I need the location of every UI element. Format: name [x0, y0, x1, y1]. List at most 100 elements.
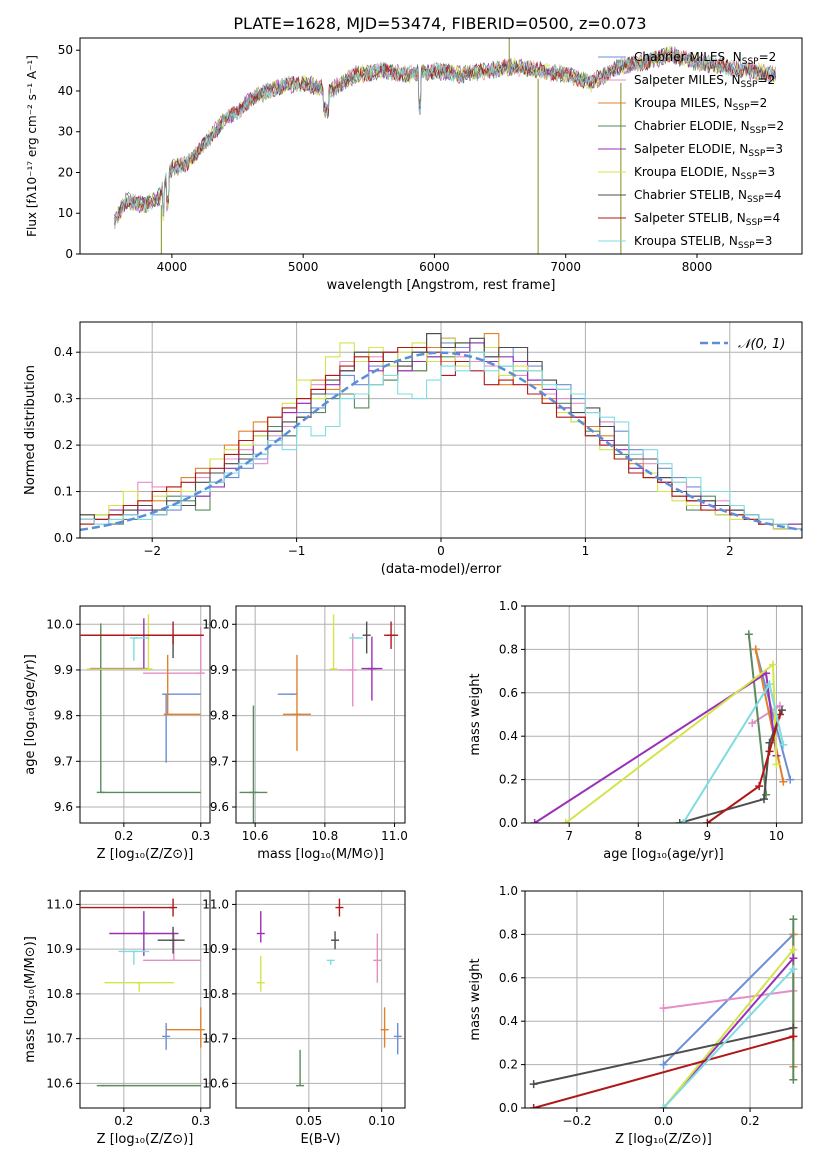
x-tick-label: 0.05	[295, 1114, 322, 1128]
axes-frame	[79, 321, 803, 539]
x-tick-label: −2	[143, 544, 161, 558]
legend-subscript: SSP	[750, 126, 767, 136]
legend-subscript: SSP	[738, 241, 755, 251]
series-point	[530, 819, 539, 823]
series-point	[675, 819, 684, 823]
legend-text: Kroupa MILES, N	[634, 96, 733, 110]
spectrum-line	[113, 46, 776, 224]
y-axis-label: mass [log₁₀(M/M⊙)]	[23, 936, 38, 1063]
legend-text: Kroupa STELIB, N	[634, 234, 738, 248]
y-tick-label: 10.9	[202, 942, 229, 956]
errorbar-point	[104, 982, 174, 992]
series-point	[659, 1060, 668, 1069]
y-axis-label: mass weight	[468, 958, 483, 1040]
y-tick-label: 1.0	[499, 599, 518, 613]
series-line	[662, 968, 795, 1108]
y-tick-label: 0.4	[499, 1014, 518, 1028]
y-tick-label: 20	[58, 165, 73, 179]
y-tick-label: 0.4	[54, 345, 73, 359]
series-point	[744, 630, 753, 639]
errorbar-point	[166, 1007, 205, 1048]
series-point	[779, 740, 788, 749]
y-tick-label: 0.2	[499, 1058, 518, 1072]
errorbar-point	[80, 621, 204, 645]
y-tick-label: 0.6	[499, 686, 518, 700]
errorbar-point	[384, 621, 399, 649]
legend-entry: 𝒩(0, 1)	[738, 337, 785, 352]
y-tick-label: 10	[58, 206, 73, 220]
legend-text: Chabrier STELIB, N	[634, 188, 747, 202]
legend-entry: Salpeter STELIB, NSSP=4	[634, 211, 780, 228]
y-tick-label: 0.0	[54, 531, 73, 545]
legend-subscript: SSP	[742, 57, 759, 67]
x-tick-label: 4000	[157, 260, 188, 274]
spectrum-line	[113, 47, 776, 229]
series-point	[765, 680, 774, 689]
series-point	[789, 1075, 798, 1084]
y-tick-label: 9.8	[54, 709, 73, 723]
legend-subscript: SSP	[748, 149, 765, 159]
errorbar-point	[157, 926, 185, 954]
legend-entry: Chabrier STELIB, NSSP=4	[634, 188, 782, 205]
series-point	[659, 1004, 668, 1013]
chart-age_vs_Z: 0.2 0.3 9.6 9.7 9.8 9.9 10.0 Z [log₁₀(Z/Z⊙)] age…	[23, 605, 211, 862]
chart-age_vs_mass: 10.6 10.8 11.0 9.6 9.7 9.8 9.9 10.0 mass [log₁₀(…	[202, 605, 408, 862]
normal-curve	[80, 351, 802, 532]
y-tick-label: 9.6	[54, 800, 73, 814]
x-tick-label: 0.3	[191, 1114, 210, 1128]
y-tick-label: 9.6	[210, 800, 229, 814]
x-tick-label: 0.2	[114, 1114, 133, 1128]
plot-area	[80, 898, 205, 1087]
y-tick-label: 0	[65, 247, 73, 261]
y-tick-label: 11.0	[202, 897, 229, 911]
series-point	[760, 795, 769, 804]
errorbar-point	[335, 898, 344, 917]
legend-subscript: SSP	[746, 218, 763, 228]
errorbar-point	[90, 618, 148, 670]
x-tick-label: 0.0	[654, 1114, 673, 1128]
y-tick-label: 10.8	[46, 987, 73, 1001]
errorbar-point	[86, 614, 153, 670]
series-point	[779, 777, 788, 786]
y-tick-label: 0.0	[499, 816, 518, 830]
plot-area	[80, 333, 802, 532]
x-axis-label: E(B-V)	[300, 1132, 340, 1147]
figure-title: PLATE=1628, MJD=53474, FIBERID=0500, z=0…	[233, 14, 646, 33]
series-line	[754, 649, 785, 783]
errorbar-point	[143, 933, 201, 962]
y-tick-label: 9.9	[54, 663, 73, 677]
legend-entry: Chabrier MILES, NSSP=2	[634, 50, 776, 67]
axes-frame	[79, 37, 803, 255]
chart-residuals: −2 −1 0 1 2 0.0 0.1 0.2 0.3 0.4 (data-model)/error…	[23, 321, 803, 577]
errorbar-point	[162, 693, 201, 763]
y-tick-label: 0.3	[54, 392, 73, 406]
x-axis-label: mass [log₁₀(M/M⊙)]	[257, 847, 384, 862]
x-axis-label: Z [log₁₀(Z/Z⊙)]	[615, 1132, 712, 1147]
chart-mass_vs_EBV: 0.05 0.10 10.6 10.7 10.8 10.9 11.0 E(B-V)	[202, 890, 406, 1147]
chart-massweight_vs_Z: −0.2 0.0 0.2 0.0 0.2 0.4 0.6 0.8 1.0 Z [log₁₀(Z/Z…	[468, 884, 803, 1147]
series-point	[789, 1032, 798, 1041]
histogram-series	[80, 333, 802, 530]
errorbar-point	[163, 654, 201, 715]
legend-entry: Kroupa MILES, NSSP=2	[634, 96, 767, 113]
series-line	[662, 948, 795, 1108]
errorbar-point	[80, 898, 178, 917]
plot-area	[529, 915, 798, 1108]
x-axis-label: Z [log₁₀(Z/Z⊙)]	[97, 847, 194, 862]
y-tick-label: 11.0	[46, 897, 73, 911]
errorbar-point	[331, 931, 340, 950]
legend-value: =3	[755, 234, 773, 248]
plot-area	[530, 630, 795, 823]
legend-value: =4	[763, 211, 781, 225]
series-point	[748, 719, 757, 728]
series-line	[706, 714, 781, 823]
y-tick-label: 9.7	[54, 754, 73, 768]
axes-frame	[524, 890, 803, 1109]
axes-frame	[235, 605, 406, 824]
x-axis-label: Z [log₁₀(Z/Z⊙)]	[97, 1132, 194, 1147]
legend-value: =2	[766, 119, 784, 133]
series-point	[789, 965, 798, 974]
legend-subscript: SSP	[747, 195, 764, 205]
errorbar-point	[256, 955, 265, 992]
errorbar-point	[329, 614, 338, 670]
